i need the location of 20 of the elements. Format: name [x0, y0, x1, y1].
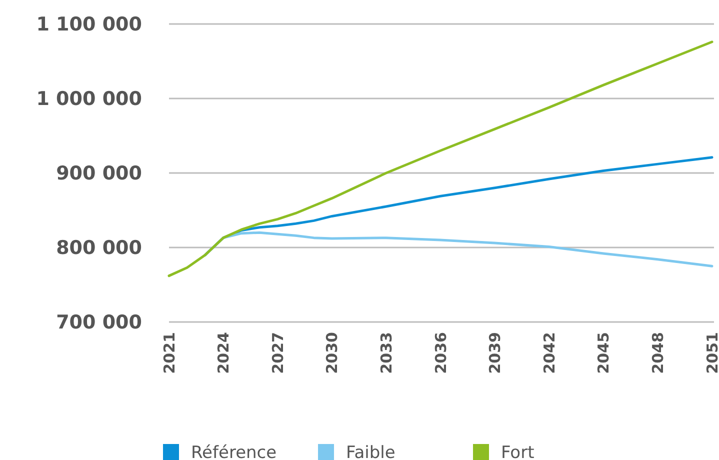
x-tick-label: 2021: [160, 332, 178, 374]
legend-label: Faible: [346, 442, 396, 460]
y-tick-label: 800 000: [56, 237, 142, 260]
x-tick-label: 2039: [486, 332, 504, 374]
legend-label: Fort: [501, 442, 535, 460]
y-tick-label: 700 000: [56, 312, 142, 334]
line-series: [168, 40, 714, 278]
x-tick-label: 2030: [323, 332, 342, 374]
x-tick-label: 2033: [377, 332, 396, 374]
y-tick-label: 1 000 000: [36, 88, 142, 110]
x-tick-label: 2051: [703, 332, 719, 374]
x-tick-label: 2027: [268, 332, 287, 374]
x-tick-label: 2024: [214, 332, 233, 374]
x-tick-label: 2042: [540, 332, 558, 374]
legend-label: Référence: [191, 442, 277, 460]
x-tick-label: 2045: [594, 332, 613, 374]
y-tick-label: 1 100 000: [36, 14, 142, 36]
x-tick-label: 2036: [432, 332, 450, 374]
x-tick-label: 2048: [648, 332, 667, 374]
y-tick-label: 900 000: [56, 162, 142, 185]
